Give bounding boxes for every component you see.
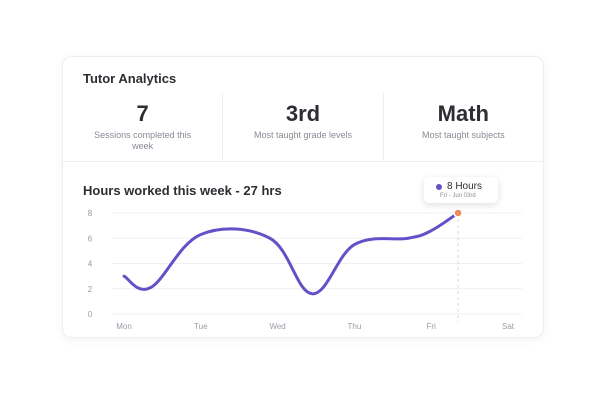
stat-value: 3rd	[285, 101, 321, 126]
section-divider	[63, 161, 543, 162]
stat-value: 7	[136, 101, 149, 126]
tooltip-value: 8 Hours	[447, 181, 483, 192]
chart-tooltip: 8 Hours Fri - Jun 03rd	[424, 177, 498, 203]
tooltip-date: Fri - Jun 03rd	[440, 193, 476, 199]
stat-value: Math	[437, 101, 489, 126]
chart-title: Hours worked this week - 27 hrs	[83, 183, 282, 198]
stat-sessions: 7 Sessions completed this week	[63, 93, 222, 161]
stat-subject: Math Most taught subjects	[382, 93, 543, 161]
stat-label: Most taught grade levels	[253, 130, 353, 140]
series-dot-icon	[436, 184, 442, 190]
stat-label: Sessions completed this week	[94, 130, 192, 151]
card-title: Tutor Analytics	[83, 71, 177, 86]
stats-row: 7 Sessions completed this week 3rd Most …	[63, 93, 543, 161]
stat-grade-level: 3rd Most taught grade levels	[222, 93, 382, 161]
stat-label: Most taught subjects	[422, 130, 505, 140]
